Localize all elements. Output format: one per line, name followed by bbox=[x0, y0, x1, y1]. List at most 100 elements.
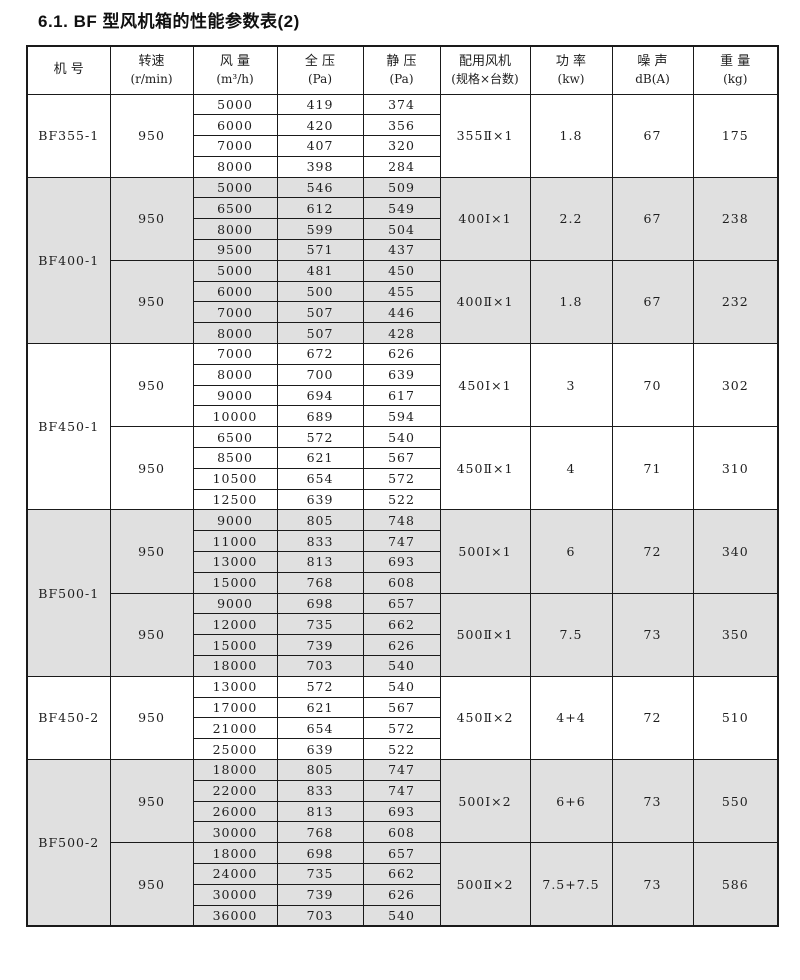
table-header: 机 号转速 (r/min) 风 量 (m³/h) 全 压 (Pa) 静 压 (Pa) 配用风机(… bbox=[26, 45, 779, 95]
total-pressure-cell: 672 bbox=[276, 343, 364, 365]
airflow-cell: 25000 bbox=[192, 738, 278, 760]
airflow-cell: 30000 bbox=[192, 821, 278, 844]
column-header-unit: (规格×台数) bbox=[451, 71, 519, 86]
total-pressure-cell: 735 bbox=[276, 862, 364, 885]
static-pressure-cell: 657 bbox=[362, 592, 441, 615]
column-header-label: 噪 声 bbox=[637, 54, 668, 70]
table-row: BF450-1 950 7000 672 626 450Ⅰ×1 3 70 302 bbox=[26, 343, 779, 511]
total-pressure-cell: 419 bbox=[276, 93, 364, 116]
weight-cell: 238 bbox=[692, 176, 779, 261]
table-row: 36000 703 540 bbox=[27, 904, 778, 927]
airflow-cell: 8000 bbox=[192, 322, 278, 345]
speed-cell: 950 bbox=[109, 842, 194, 927]
column-header-unit: (kw) bbox=[557, 71, 585, 86]
total-pressure-cell: 546 bbox=[276, 176, 364, 199]
column-header-label: 静 压 bbox=[386, 54, 417, 70]
column-header-label: 机 号 bbox=[53, 62, 84, 78]
total-pressure-cell: 571 bbox=[276, 239, 364, 261]
noise-cell: 73 bbox=[611, 592, 694, 677]
airflow-cell: 15000 bbox=[192, 634, 278, 657]
power-cell: 7.5 bbox=[529, 592, 613, 677]
total-pressure-cell: 700 bbox=[276, 363, 364, 386]
total-pressure-cell: 500 bbox=[276, 280, 364, 303]
table-row: 15000 768 608 bbox=[27, 571, 778, 594]
total-pressure-cell: 805 bbox=[276, 509, 364, 532]
airflow-cell: 22000 bbox=[192, 779, 278, 802]
total-pressure-cell: 739 bbox=[276, 634, 364, 657]
total-pressure-cell: 698 bbox=[276, 592, 364, 615]
static-pressure-cell: 437 bbox=[362, 239, 441, 261]
speed-cell: 950 bbox=[109, 259, 194, 345]
column-header-weight: 重 量 (kg) bbox=[692, 45, 779, 95]
airflow-cell: 6500 bbox=[192, 426, 278, 449]
table-row: 30000 739 626 bbox=[27, 883, 778, 906]
static-pressure-cell: 374 bbox=[362, 93, 441, 116]
table-row: 7000 407 320 bbox=[27, 135, 778, 157]
column-header-power: 功 率 (kw) bbox=[529, 45, 613, 95]
table-row: BF400-1 950 5000 546 509 400Ⅰ×1 2.2 67 238 bbox=[26, 176, 779, 345]
speed-cell: 950 bbox=[109, 426, 194, 511]
total-pressure-cell: 768 bbox=[276, 821, 364, 844]
performance-table: 机 号转速 (r/min) 风 量 (m³/h) 全 压 (Pa) 静 压 (Pa) 配用风机(… bbox=[26, 45, 779, 927]
airflow-cell: 24000 bbox=[192, 862, 278, 885]
airflow-cell: 11000 bbox=[192, 530, 278, 553]
column-header-label: 功 率 bbox=[555, 54, 587, 70]
total-pressure-cell: 813 bbox=[276, 551, 364, 573]
airflow-cell: 15000 bbox=[192, 571, 278, 594]
static-pressure-cell: 572 bbox=[362, 717, 441, 740]
power-cell: 6 bbox=[529, 509, 613, 594]
static-pressure-cell: 522 bbox=[362, 488, 441, 511]
table-row: 26000 813 693 bbox=[27, 800, 778, 823]
column-header-unit: (Pa) bbox=[389, 71, 414, 86]
model-cell: BF500-2 bbox=[26, 758, 111, 927]
static-pressure-cell: 567 bbox=[362, 696, 441, 719]
airflow-cell: 7000 bbox=[192, 301, 278, 324]
airflow-cell: 17000 bbox=[192, 696, 278, 719]
column-header-label: 重 量 bbox=[720, 54, 751, 70]
total-pressure-cell: 599 bbox=[276, 218, 364, 241]
airflow-cell: 7000 bbox=[192, 135, 278, 157]
total-pressure-cell: 572 bbox=[276, 675, 364, 698]
table-row: 9000 694 617 bbox=[27, 384, 778, 407]
weight-cell: 550 bbox=[692, 758, 779, 844]
table-row: 950 6500 572 540 450Ⅱ×1 4 71 310 bbox=[27, 426, 779, 511]
fan-config-cell: 500Ⅱ×1 bbox=[439, 592, 531, 677]
static-pressure-cell: 626 bbox=[362, 343, 441, 365]
total-pressure-cell: 654 bbox=[276, 467, 364, 490]
static-pressure-cell: 320 bbox=[362, 135, 441, 157]
static-pressure-cell: 509 bbox=[362, 176, 441, 199]
fan-config-cell: 450Ⅱ×1 bbox=[439, 426, 531, 511]
airflow-cell: 6000 bbox=[192, 114, 278, 137]
static-pressure-cell: 540 bbox=[362, 675, 441, 698]
airflow-cell: 12000 bbox=[192, 613, 278, 636]
column-header-unit: (m³/h) bbox=[216, 71, 254, 86]
fan-config-cell: 400Ⅱ×1 bbox=[439, 259, 531, 345]
static-pressure-cell: 356 bbox=[362, 114, 441, 137]
static-pressure-cell: 428 bbox=[362, 322, 441, 345]
airflow-cell: 26000 bbox=[192, 800, 278, 823]
table-row: 15000 739 626 bbox=[27, 634, 778, 657]
column-header-unit: dB(A) bbox=[635, 71, 670, 86]
total-pressure-cell: 694 bbox=[276, 384, 364, 407]
static-pressure-cell: 608 bbox=[362, 821, 441, 844]
table-row: 8000 507 428 bbox=[27, 322, 778, 345]
column-header-noise: 噪 声 dB(A) bbox=[611, 45, 694, 95]
model-cell: BF500-1 bbox=[26, 509, 111, 677]
static-pressure-cell: 617 bbox=[362, 384, 441, 407]
table-row: 10000 689 594 bbox=[27, 405, 778, 428]
total-pressure-cell: 507 bbox=[276, 322, 364, 345]
table-body: BF355-1 950 5000 419 374 355Ⅱ×1 1.8 67 175 6000 42… bbox=[26, 93, 779, 927]
power-cell: 7.5+7.5 bbox=[529, 842, 613, 927]
header-row: 机 号转速 (r/min) 风 量 (m³/h) 全 压 (Pa) 静 压 (Pa) 配用风机(… bbox=[26, 45, 779, 95]
table-row: 950 5000 481 450 400Ⅱ×1 1.8 67 232 bbox=[27, 259, 779, 345]
fan-config-cell: 500Ⅰ×1 bbox=[439, 509, 531, 594]
fan-config-cell: 400Ⅰ×1 bbox=[439, 176, 531, 261]
airflow-cell: 5000 bbox=[192, 93, 278, 116]
airflow-cell: 9000 bbox=[192, 592, 278, 615]
table-row: 8000 700 639 bbox=[27, 363, 778, 386]
total-pressure-cell: 698 bbox=[276, 842, 364, 864]
speed-cell: 950 bbox=[109, 675, 194, 761]
table-row: 12500 639 522 bbox=[27, 488, 778, 511]
airflow-cell: 13000 bbox=[192, 675, 278, 698]
